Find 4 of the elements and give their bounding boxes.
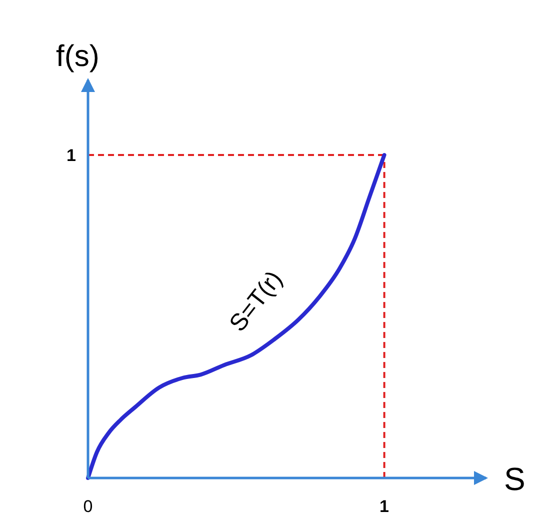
y-axis-title: f(s): [56, 40, 100, 73]
ref-line-label: 1: [66, 146, 76, 165]
x-axis-title: S: [504, 461, 526, 497]
x-tick-label: 0: [83, 497, 93, 516]
